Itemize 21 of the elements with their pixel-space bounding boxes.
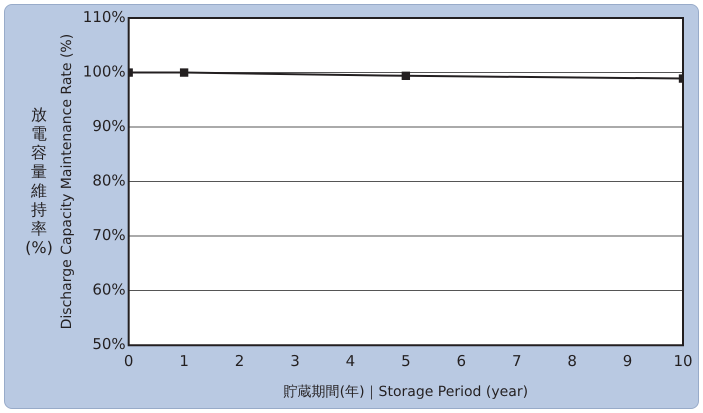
x-tick-label: 7 — [512, 352, 522, 370]
x-tick-label: 3 — [290, 352, 300, 370]
y-axis-title: Discharge Capacity Maintenance Rate (%) — [59, 34, 76, 330]
x-tick-label: 8 — [567, 352, 577, 370]
x-tick-label: 4 — [346, 352, 356, 370]
y-tick-label: 70% — [92, 226, 126, 244]
y-tick-label: 100% — [82, 62, 126, 80]
y-tick-label: 60% — [92, 280, 126, 299]
x-tick-label: 2 — [234, 352, 244, 370]
x-tick-label: 1 — [179, 352, 189, 370]
y-tick-label: 90% — [92, 116, 126, 135]
y-tick-label: 80% — [92, 171, 126, 190]
y-tick-label: 110% — [82, 8, 126, 26]
text: 放電容量維持率(%) — [24, 105, 54, 257]
x-tick-label: 5 — [401, 352, 411, 370]
y-tick-label: 50% — [92, 335, 126, 354]
x-tick-label: 0 — [124, 352, 134, 370]
x-tick-label: 10 — [673, 352, 693, 370]
x-axis-title: 貯蔵期間(年)｜Storage Period (year) — [284, 384, 528, 400]
x-tick-label: 9 — [622, 352, 632, 370]
x-tick-label: 6 — [456, 352, 466, 370]
